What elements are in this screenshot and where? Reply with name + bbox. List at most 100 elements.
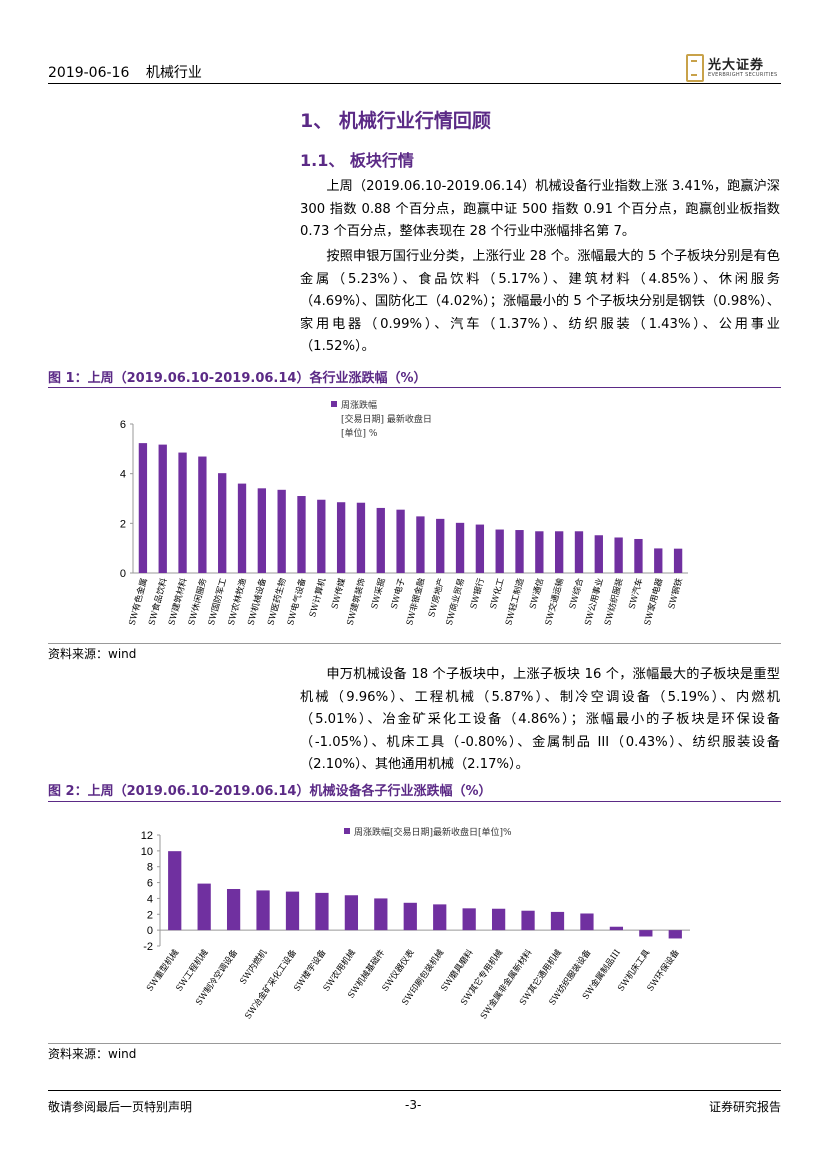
bar — [237, 483, 247, 573]
y-tick-label: 2 — [147, 909, 153, 921]
bar — [218, 473, 227, 573]
y-tick-label: 2 — [120, 518, 126, 530]
legend-swatch — [331, 401, 337, 407]
bar — [158, 444, 167, 573]
bar — [178, 452, 187, 573]
bar — [495, 529, 504, 573]
bar — [317, 499, 326, 573]
category-label: SW建筑材料 — [166, 576, 189, 626]
bar — [535, 531, 544, 573]
category-label: SW房地产 — [426, 577, 447, 619]
bar — [673, 548, 683, 573]
footer-disclaimer: 敬请参阅最后一页特别声明 — [48, 1100, 193, 1114]
footer-rule — [48, 1090, 781, 1091]
section-title: 1、 机械行业行情回顾 — [300, 110, 491, 132]
bar — [433, 904, 447, 931]
figure-2-source: 资料来源：wind — [48, 1047, 137, 1061]
report-date: 2019-06-16 — [48, 65, 130, 81]
bar — [344, 895, 359, 931]
figure-1-chart: 0 2 4 6 SW有色金属SW食品饮料SW建筑材料SW休闲服务SW国防军工SW农林牧渔… — [120, 399, 688, 627]
report-header: 2019-06-16 机械行业 — [48, 62, 214, 82]
figure-2-rule — [48, 801, 781, 802]
bar — [668, 930, 682, 939]
bar — [403, 902, 417, 931]
category-label: SW家用电器 — [642, 576, 665, 626]
category-label: SW冶金矿采化工设备 — [243, 947, 300, 1021]
bar — [594, 535, 603, 573]
bar — [197, 883, 211, 931]
bar — [376, 507, 385, 573]
category-label: SW商业贸易 — [444, 577, 467, 627]
bar — [580, 913, 594, 931]
category-label: SW国防军工 — [206, 576, 229, 626]
category-label: SW钢铁 — [666, 576, 685, 610]
bar — [550, 911, 565, 931]
category-label: SW电子 — [389, 576, 408, 610]
page-number: -3- — [405, 1098, 422, 1112]
bar — [198, 456, 207, 573]
bar — [315, 892, 329, 931]
category-label: SW食品饮料 — [146, 576, 169, 626]
bar — [475, 524, 485, 573]
bar — [297, 496, 306, 573]
bar — [396, 509, 405, 573]
bar — [491, 908, 506, 931]
category-label: SW建筑装饰 — [345, 576, 368, 626]
bar — [416, 516, 425, 573]
y-tick-label: 10 — [141, 846, 153, 858]
category-label: SW通信 — [527, 576, 546, 610]
footer-report-type: 证券研究报告 — [708, 1100, 781, 1114]
category-label: SW纺织服装 — [602, 576, 625, 626]
figure-1-title: 图 1：上周（2019.06.10-2019.06.14）各行业涨跌幅（%） — [48, 371, 427, 386]
category-label: SW有色金属 — [127, 577, 150, 627]
bar — [462, 908, 476, 931]
bar — [609, 926, 624, 931]
y-tick-label: 8 — [147, 862, 153, 874]
y-tick-label: 4 — [120, 469, 126, 481]
figure-2-bottom-rule — [48, 1043, 781, 1044]
logo-mark-icon — [686, 54, 704, 82]
bar — [515, 530, 524, 573]
bar — [256, 890, 270, 931]
bar — [356, 502, 366, 573]
y-tick-label: 6 — [147, 878, 153, 890]
bar — [521, 910, 535, 931]
bar — [554, 531, 564, 573]
category-label: SW非银金融 — [404, 576, 427, 626]
category-label: SW银行 — [468, 576, 487, 610]
figure-1-bottom-rule — [48, 643, 781, 644]
bar — [654, 548, 663, 573]
category-label: SW综合 — [567, 576, 586, 610]
bar — [168, 851, 182, 931]
category-label: SW计算机 — [307, 576, 328, 618]
y-tick-label: 12 — [141, 830, 153, 842]
legend-entry: 周涨跌幅 — [341, 399, 377, 411]
bar — [285, 891, 300, 931]
category-label: SW电气设备 — [285, 576, 308, 626]
bar — [639, 930, 653, 937]
legend-entry: 周涨跌幅[交易日期]最新收盘日[单位]% — [354, 826, 512, 838]
figure-2-chart: -2024681012SW重型机械SW工程机械SW制冷空调设备SW内燃机SW冶金… — [141, 826, 690, 1021]
category-label: SW交通运输 — [543, 576, 566, 626]
category-label: SW化工 — [488, 576, 507, 610]
bar — [138, 443, 148, 573]
bar — [455, 522, 465, 573]
category-label: SW休闲服务 — [186, 576, 209, 626]
category-label: SW农林牧渔 — [226, 576, 249, 626]
figure-1-rule — [48, 387, 781, 388]
bar — [634, 538, 643, 573]
bar — [436, 518, 445, 573]
y-tick-label: 0 — [120, 568, 126, 580]
y-tick-label: 6 — [120, 419, 126, 431]
industry-label: 机械行业 — [145, 65, 202, 81]
paragraph-3: 申万机械设备 18 个子板块中，上涨子板块 16 个，涨幅最大的子板块是重型机械… — [300, 667, 780, 772]
bar — [257, 488, 267, 573]
bar — [574, 531, 584, 573]
header-rule — [48, 83, 781, 84]
logo-text-cn: 光大证券 — [708, 58, 765, 73]
section-subtitle: 1.1、 板块行情 — [300, 151, 414, 170]
figure-2-title: 图 2：上周（2019.06.10-2019.06.14）机械设备各子行业涨跌幅… — [48, 784, 492, 799]
category-label: SW金属非金属新材料 — [478, 947, 535, 1021]
category-label: SW轻工制造 — [503, 576, 526, 626]
y-tick-label: 4 — [147, 893, 153, 905]
